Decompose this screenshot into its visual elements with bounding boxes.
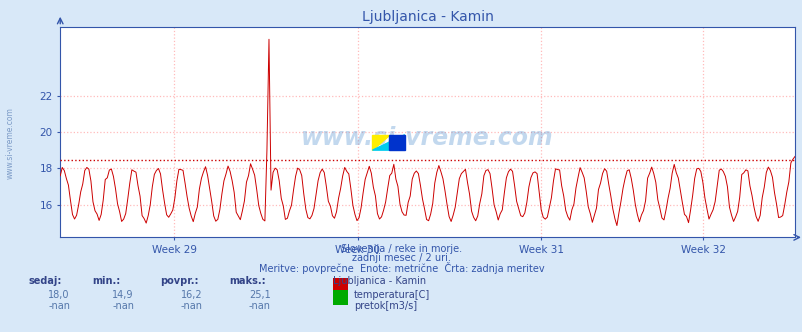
Title: Ljubljanica - Kamin: Ljubljanica - Kamin <box>361 10 493 24</box>
Polygon shape <box>372 135 404 150</box>
Text: www.si-vreme.com: www.si-vreme.com <box>6 107 15 179</box>
Text: 25,1: 25,1 <box>249 290 270 299</box>
Text: -nan: -nan <box>48 301 70 311</box>
Text: sedaj:: sedaj: <box>28 276 62 286</box>
Text: pretok[m3/s]: pretok[m3/s] <box>354 301 417 311</box>
Text: -nan: -nan <box>112 301 134 311</box>
Text: Slovenija / reke in morje.: Slovenija / reke in morje. <box>341 244 461 254</box>
Text: povpr.:: povpr.: <box>160 276 199 286</box>
Bar <box>388 135 404 150</box>
Text: Ljubljanica - Kamin: Ljubljanica - Kamin <box>333 276 426 286</box>
Text: -nan: -nan <box>180 301 202 311</box>
Text: -nan: -nan <box>249 301 270 311</box>
Text: zadnji mesec / 2 uri.: zadnji mesec / 2 uri. <box>351 253 451 263</box>
Text: temperatura[C]: temperatura[C] <box>354 290 430 299</box>
Text: 14,9: 14,9 <box>112 290 134 299</box>
Text: www.si-vreme.com: www.si-vreme.com <box>301 126 553 150</box>
Text: Meritve: povprečne  Enote: metrične  Črta: zadnja meritev: Meritve: povprečne Enote: metrične Črta:… <box>258 262 544 274</box>
Polygon shape <box>372 135 388 150</box>
Text: maks.:: maks.: <box>229 276 265 286</box>
Text: min.:: min.: <box>92 276 120 286</box>
Text: 16,2: 16,2 <box>180 290 202 299</box>
Text: 18,0: 18,0 <box>48 290 70 299</box>
